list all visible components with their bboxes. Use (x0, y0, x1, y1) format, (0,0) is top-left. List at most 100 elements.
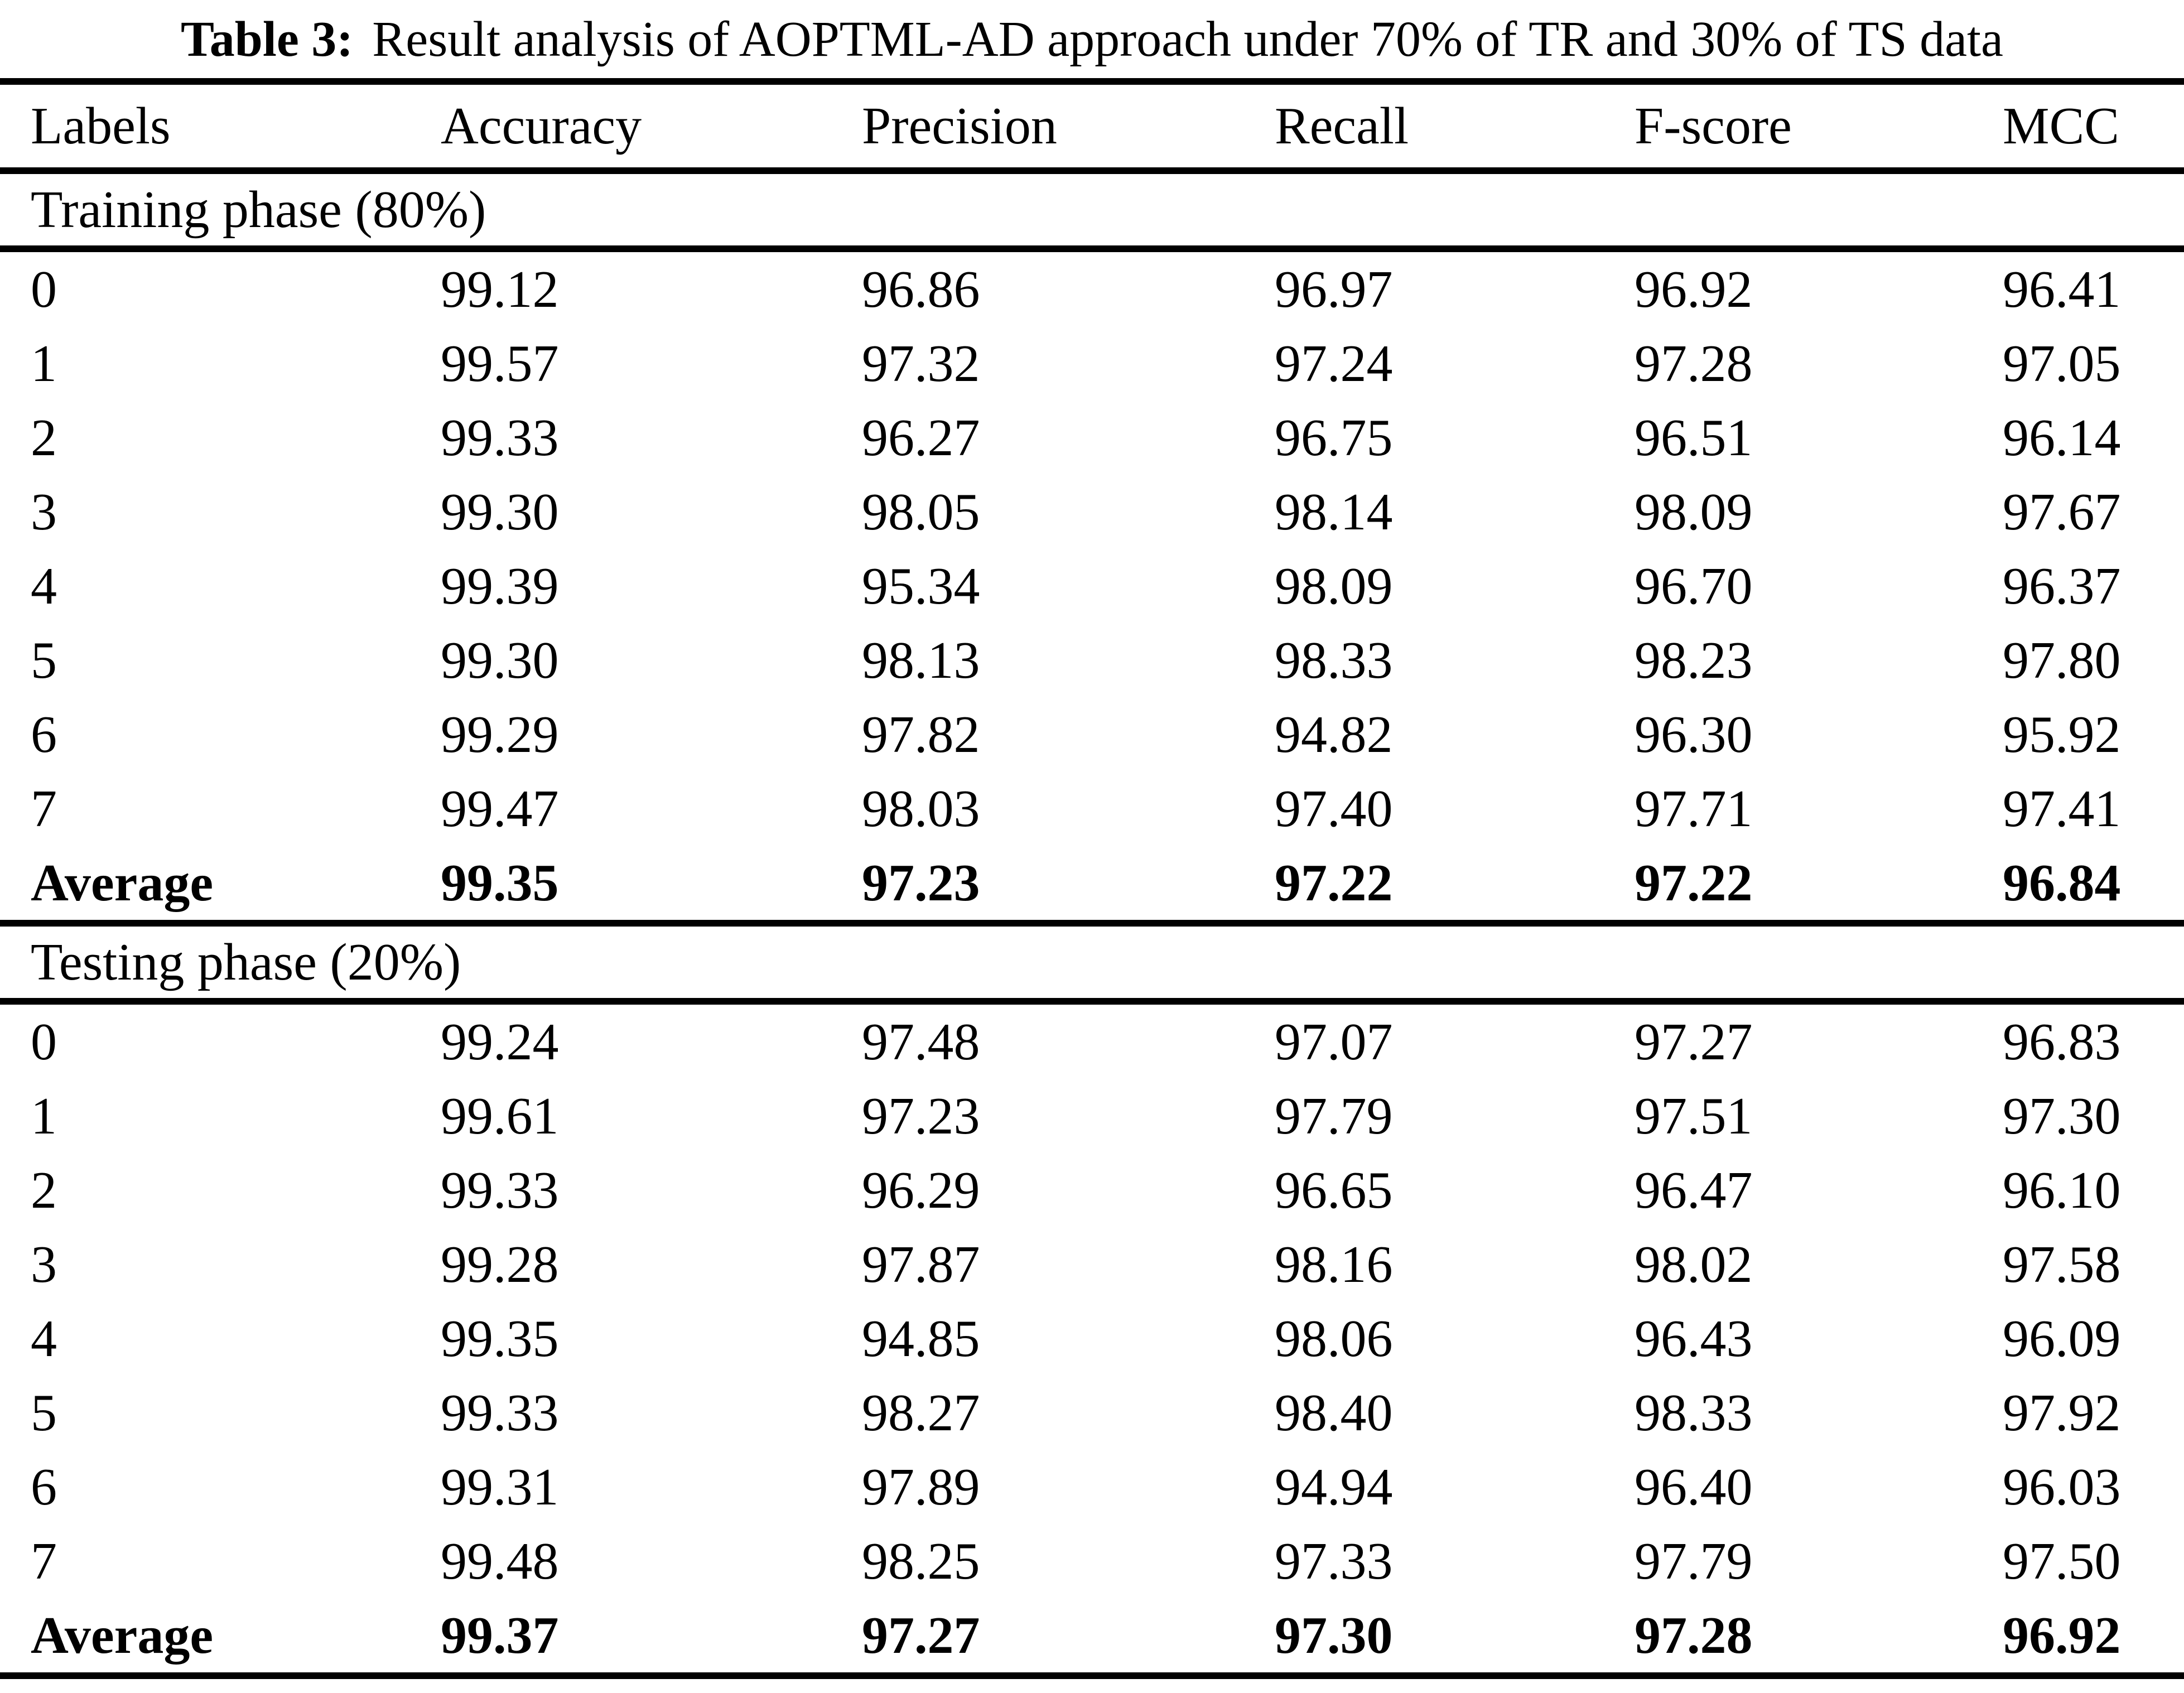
table-cell: 97.92 (2003, 1383, 2121, 1442)
header-row: Labels Accuracy Precision Recall F-score… (0, 85, 2184, 167)
column-header-labels: Labels (31, 97, 171, 155)
table-cell: 96.03 (2003, 1458, 2121, 1516)
table-row: 3 99.28 97.87 98.16 98.02 97.58 (0, 1227, 2184, 1301)
table-cell: 96.70 (1635, 557, 1753, 615)
row-label: 5 (31, 1383, 57, 1442)
rule-bottom (0, 1672, 2184, 1679)
table-cell: 96.83 (2003, 1012, 2121, 1071)
row-label: 5 (31, 631, 57, 689)
testing-rows: 0 99.24 97.48 97.07 97.27 96.83 1 99.61 97.23 97.… (0, 1005, 2184, 1672)
section-header-testing-label: Testing phase (20%) (31, 933, 461, 991)
table-cell: 94.94 (1275, 1458, 1393, 1516)
table-cell: 96.41 (2003, 260, 2121, 319)
column-header-precision: Precision (862, 97, 1057, 155)
column-header-recall: Recall (1275, 97, 1409, 155)
table-cell: 98.33 (1275, 631, 1393, 689)
table-cell: 96.97 (1275, 260, 1393, 319)
table-cell: 97.71 (1635, 779, 1753, 838)
table-cell: 99.57 (441, 334, 559, 393)
table-cell: 99.35 (441, 1309, 559, 1368)
table-cell: 99.33 (441, 1383, 559, 1442)
table-cell: 98.13 (862, 631, 980, 689)
table-row: 7 99.47 98.03 97.40 97.71 97.41 (0, 771, 2184, 846)
table-row: 4 99.35 94.85 98.06 96.43 96.09 (0, 1301, 2184, 1376)
table-cell: 97.23 (862, 1087, 980, 1145)
table-cell: 98.05 (862, 483, 980, 541)
table-cell: 97.79 (1275, 1087, 1393, 1145)
rule-below-header (0, 167, 2184, 174)
table-cell: 99.37 (441, 1606, 559, 1665)
table-cell: 97.50 (2003, 1532, 2121, 1590)
table-cell: 97.33 (1275, 1532, 1393, 1590)
table-cell: 97.82 (862, 705, 980, 764)
table-cell: 99.35 (441, 853, 559, 912)
row-label: 7 (31, 779, 57, 838)
table-cell: 98.09 (1635, 483, 1753, 541)
table-cell: 97.87 (862, 1235, 980, 1294)
table-cell: 98.16 (1275, 1235, 1393, 1294)
table-cell: 96.51 (1635, 408, 1753, 467)
table-cell: 96.86 (862, 260, 980, 319)
column-header-accuracy: Accuracy (441, 97, 642, 155)
rule-below-training-header (0, 245, 2184, 252)
table-row: 2 99.33 96.29 96.65 96.47 96.10 (0, 1153, 2184, 1227)
table-cell: 97.22 (1635, 853, 1753, 912)
rule-top (0, 78, 2184, 85)
row-label: 2 (31, 408, 57, 467)
rule-below-testing-header (0, 998, 2184, 1005)
table-row: 4 99.39 95.34 98.09 96.70 96.37 (0, 549, 2184, 623)
average-row: Average 99.35 97.23 97.22 97.22 96.84 (0, 846, 2184, 920)
column-header-mcc: MCC (2003, 97, 2119, 155)
table-cell: 98.02 (1635, 1235, 1753, 1294)
column-header-fscore: F-score (1635, 97, 1792, 155)
table-row: 1 99.61 97.23 97.79 97.51 97.30 (0, 1079, 2184, 1153)
table-cell: 96.92 (1635, 260, 1753, 319)
table-cell: 99.31 (441, 1458, 559, 1516)
table-cell: 99.61 (441, 1087, 559, 1145)
row-label: 2 (31, 1161, 57, 1219)
table-cell: 99.30 (441, 483, 559, 541)
table-cell: 97.24 (1275, 334, 1393, 393)
row-label: Average (31, 1606, 214, 1665)
table-cell: 97.41 (2003, 779, 2121, 838)
table-cell: 97.58 (2003, 1235, 2121, 1294)
row-label: 4 (31, 557, 57, 615)
table-cell: 98.03 (862, 779, 980, 838)
table-caption: Table 3: Result analysis of AOPTML-AD ap… (0, 0, 2184, 78)
table-cell: 96.43 (1635, 1309, 1753, 1368)
table-cell: 96.47 (1635, 1161, 1753, 1219)
table-cell: 97.30 (2003, 1087, 2121, 1145)
row-label: 6 (31, 1458, 57, 1516)
table-cell: 95.92 (2003, 705, 2121, 764)
row-label: 1 (31, 334, 57, 393)
average-row: Average 99.37 97.27 97.30 97.28 96.92 (0, 1598, 2184, 1672)
table-cell: 97.22 (1275, 853, 1393, 912)
row-label: 4 (31, 1309, 57, 1368)
table-row: 3 99.30 98.05 98.14 98.09 97.67 (0, 475, 2184, 549)
row-label: 3 (31, 483, 57, 541)
table-cell: 97.05 (2003, 334, 2121, 393)
table-cell: 99.48 (441, 1532, 559, 1590)
table-row: 2 99.33 96.27 96.75 96.51 96.14 (0, 401, 2184, 475)
table-cell: 98.14 (1275, 483, 1393, 541)
table-row: 1 99.57 97.32 97.24 97.28 97.05 (0, 326, 2184, 401)
table-cell: 96.37 (2003, 557, 2121, 615)
table-cell: 97.51 (1635, 1087, 1753, 1145)
row-label: 7 (31, 1532, 57, 1590)
row-label: 3 (31, 1235, 57, 1294)
table-cell: 99.28 (441, 1235, 559, 1294)
table-cell: 99.30 (441, 631, 559, 689)
table-cell: 96.27 (862, 408, 980, 467)
section-header-testing: Testing phase (20%) (0, 927, 2184, 998)
table-cell: 98.25 (862, 1532, 980, 1590)
rule-below-training-rows (0, 920, 2184, 927)
table-row: 0 99.12 96.86 96.97 96.92 96.41 (0, 252, 2184, 326)
table-cell: 99.39 (441, 557, 559, 615)
table-row: 5 99.30 98.13 98.33 98.23 97.80 (0, 623, 2184, 697)
row-label: 0 (31, 1012, 57, 1071)
section-header-training-label: Training phase (80%) (31, 181, 486, 239)
table-cell: 96.09 (2003, 1309, 2121, 1368)
row-label: 6 (31, 705, 57, 764)
table-cell: 98.09 (1275, 557, 1393, 615)
